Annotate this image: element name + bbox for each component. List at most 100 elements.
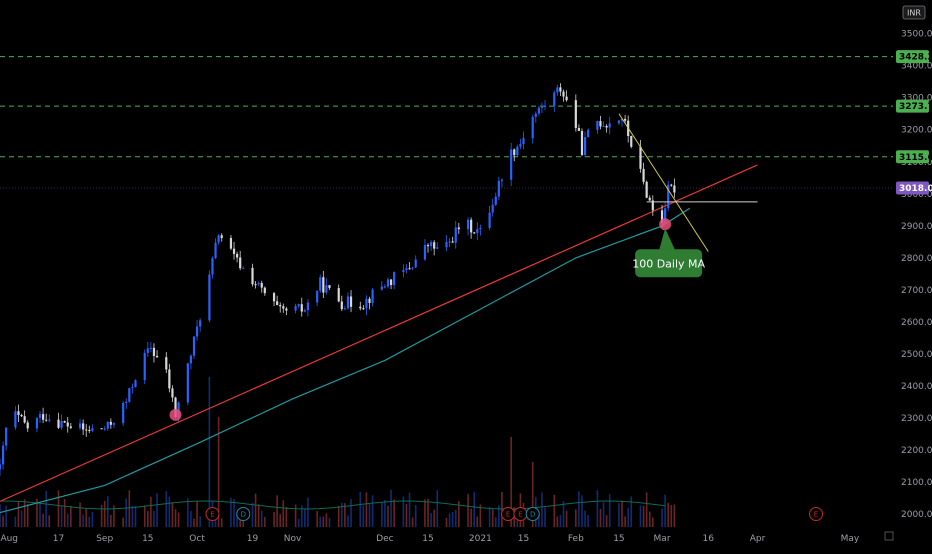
candle-body — [211, 258, 214, 275]
candle-body — [60, 421, 63, 428]
volume-bar — [14, 516, 17, 527]
event-badge — [205, 507, 220, 521]
touch-marker — [659, 218, 672, 231]
volume-bar — [236, 512, 238, 527]
callout-pointer — [659, 228, 676, 251]
volume-moving-average-line — [0, 500, 666, 510]
volume-bar — [125, 498, 128, 527]
event-badge-glyph: D — [530, 511, 535, 519]
candle-body — [405, 268, 408, 271]
volume-bar — [260, 510, 263, 527]
candle-body — [239, 257, 242, 269]
candle-body — [343, 308, 346, 310]
volume-bar — [430, 512, 432, 527]
settings-icon[interactable] — [884, 531, 894, 541]
y-tick-label: 2000.00 — [901, 510, 932, 520]
x-tick-label: 16 — [703, 534, 715, 544]
volume-bar — [393, 499, 395, 527]
candle-body — [195, 326, 199, 337]
price-axis: 2000.00 2100.00 2200.00 2300.00 2400.00 2500.… — [893, 0, 932, 550]
candle-body — [69, 426, 72, 428]
volume-bar — [578, 491, 580, 527]
time-axis: Aug 17 Sep 15 Oct 19 Nov Dec 15 2021 15 Feb 15 Mar 16 A… — [0, 528, 932, 550]
candle-body — [165, 357, 168, 370]
volume-bar — [621, 500, 623, 527]
volume-bar — [257, 504, 260, 527]
volume-bar — [602, 502, 605, 527]
volume-bar — [174, 509, 177, 527]
volume-bar — [57, 490, 60, 527]
volume-bar — [618, 503, 620, 527]
y-tick-label: 3200.00 — [901, 126, 932, 136]
candle-body — [208, 274, 211, 321]
volume-bar — [608, 494, 611, 527]
volume-bar — [341, 502, 343, 527]
x-tick-label: Feb — [568, 534, 584, 544]
volume-bar — [448, 513, 451, 527]
volume-bar — [605, 515, 608, 527]
candle-body — [479, 227, 482, 230]
x-tick-label: Dec — [376, 534, 393, 544]
volume-bar — [642, 505, 645, 527]
candle-body — [389, 279, 393, 286]
candle-body — [587, 129, 590, 138]
volume-bar — [20, 510, 23, 527]
candle-body — [540, 106, 544, 108]
volume-bar — [196, 501, 198, 527]
candle-body — [673, 185, 676, 193]
candle-body — [574, 100, 577, 129]
volume-bar — [673, 504, 676, 527]
candle-body — [171, 388, 174, 398]
candle-body — [143, 352, 146, 381]
volume-bar — [0, 504, 1, 527]
volume-bar — [106, 496, 109, 527]
volume-bar — [285, 506, 288, 527]
candle-body — [602, 126, 605, 128]
volume-bar — [498, 505, 500, 527]
volume-bar — [168, 496, 171, 527]
candle-body — [48, 419, 51, 421]
candle-body — [642, 168, 645, 182]
volume-bar — [661, 508, 663, 527]
volume-bar — [91, 511, 94, 527]
candle-body — [285, 308, 288, 311]
y-tick-label: 2800.00 — [901, 254, 932, 264]
volume-bar — [427, 498, 429, 527]
candle-body — [537, 107, 540, 114]
candle-body — [393, 272, 396, 286]
volume-bar — [39, 502, 41, 527]
candle-body — [519, 144, 522, 147]
candle-body — [1, 445, 5, 465]
candle-body — [57, 419, 60, 428]
candle-body — [186, 363, 189, 403]
volume-bar — [134, 505, 137, 527]
volume-bar — [279, 514, 282, 527]
candle-body — [236, 253, 239, 258]
x-tick-label: 15 — [613, 534, 624, 544]
volume-bar — [150, 496, 152, 527]
volume-bar — [214, 515, 217, 527]
candle-body — [251, 267, 254, 285]
candle-body — [319, 277, 322, 291]
volume-bar — [562, 501, 565, 527]
candle-body — [408, 268, 411, 270]
candle-body — [78, 423, 82, 428]
volume-bar — [60, 506, 63, 527]
currency-badge — [902, 5, 926, 20]
callout-box — [635, 249, 703, 278]
candle-body — [232, 248, 236, 254]
volume-bar — [408, 492, 411, 527]
volume-bar — [476, 516, 479, 527]
candle-body — [534, 113, 537, 117]
volume-bar — [304, 508, 306, 527]
volume-bar — [667, 502, 670, 527]
volume-bar — [70, 505, 72, 527]
candle-body — [122, 402, 125, 424]
volume-bar — [220, 518, 223, 527]
volume-bar — [17, 501, 20, 527]
volume-bar — [325, 513, 328, 527]
volume-bar — [424, 499, 426, 527]
candle-body — [414, 259, 417, 268]
